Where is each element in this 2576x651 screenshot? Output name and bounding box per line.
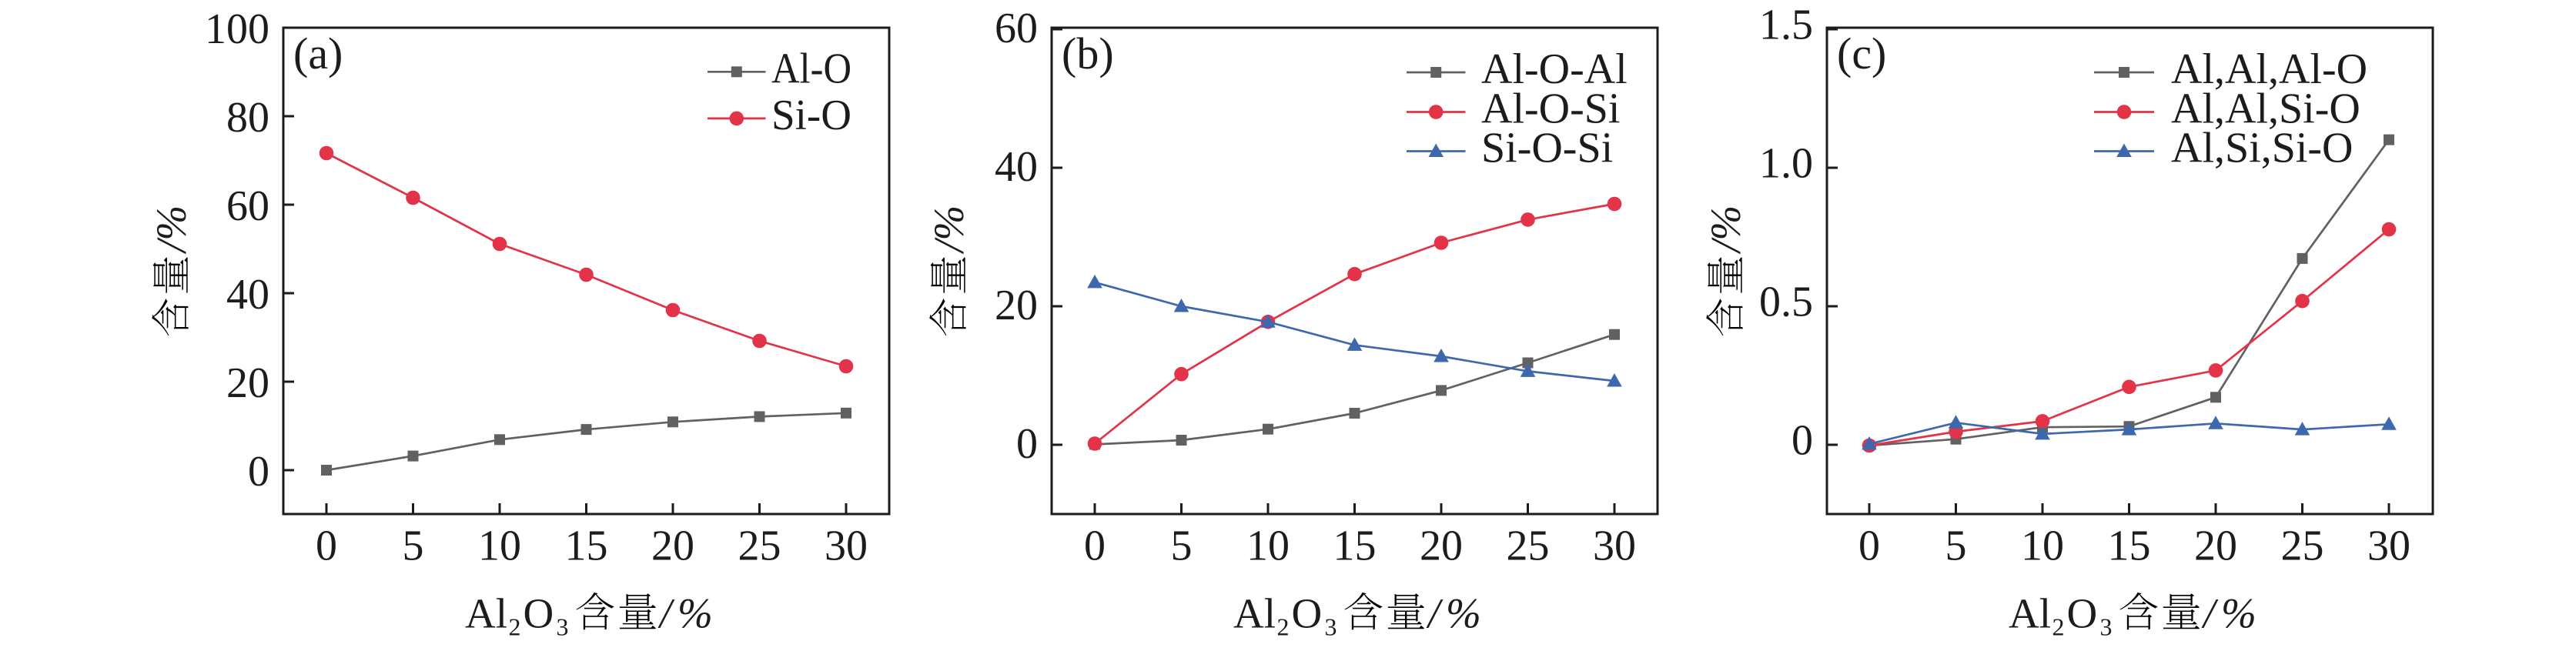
- svg-text:Al,Al,Si-O: Al,Al,Si-O: [2171, 85, 2360, 133]
- svg-text:30: 30: [2367, 522, 2410, 570]
- svg-text:3: 3: [557, 613, 569, 641]
- svg-text:1.0: 1.0: [1759, 140, 1813, 188]
- svg-text:2: 2: [1277, 613, 1290, 641]
- svg-text:%: %: [677, 590, 713, 637]
- svg-text:/: /: [1426, 590, 1444, 637]
- svg-text:/%: /%: [1702, 205, 1749, 255]
- svg-text:Al: Al: [1233, 590, 1276, 637]
- svg-text:15: 15: [565, 522, 608, 570]
- svg-text:20: 20: [2194, 522, 2237, 570]
- svg-text:3: 3: [2100, 613, 2113, 641]
- svg-text:2: 2: [2052, 613, 2065, 641]
- svg-text:Al-O: Al-O: [771, 45, 851, 92]
- svg-text:/%: /%: [148, 205, 195, 255]
- svg-text:(c): (c): [1837, 28, 1886, 78]
- svg-text:30: 30: [825, 522, 868, 570]
- svg-text:20: 20: [226, 359, 269, 407]
- svg-text:15: 15: [1333, 522, 1377, 570]
- svg-text:0.5: 0.5: [1759, 279, 1813, 326]
- svg-text:1.5: 1.5: [1759, 2, 1813, 49]
- svg-text:60: 60: [995, 5, 1038, 52]
- svg-text:2: 2: [509, 613, 521, 641]
- svg-text:/%: /%: [925, 205, 972, 255]
- svg-text:10: 10: [478, 522, 521, 570]
- svg-text:Si-O-Si: Si-O-Si: [1481, 125, 1613, 172]
- svg-text:25: 25: [2281, 522, 2324, 570]
- svg-text:3: 3: [1325, 613, 1337, 641]
- svg-text:25: 25: [1507, 522, 1550, 570]
- svg-text:/: /: [2201, 590, 2219, 637]
- svg-text:25: 25: [738, 522, 781, 570]
- svg-text:10: 10: [1246, 522, 1290, 570]
- svg-text:30: 30: [1593, 522, 1636, 570]
- svg-text:Si-O: Si-O: [771, 92, 851, 139]
- svg-text:15: 15: [2108, 522, 2151, 570]
- svg-text:%: %: [2221, 590, 2257, 637]
- svg-text:Al,Si,Si-O: Al,Si,Si-O: [2171, 125, 2354, 172]
- svg-text:20: 20: [1420, 522, 1463, 570]
- svg-text:O: O: [2067, 590, 2098, 637]
- svg-text:0: 0: [248, 448, 269, 496]
- svg-text:0: 0: [1084, 522, 1106, 570]
- svg-text:10: 10: [2021, 522, 2064, 570]
- svg-text:(a): (a): [293, 28, 343, 78]
- svg-text:0: 0: [1016, 420, 1038, 468]
- svg-text:/: /: [657, 590, 675, 637]
- svg-text:40: 40: [995, 143, 1038, 191]
- svg-text:20: 20: [995, 282, 1038, 329]
- svg-text:0: 0: [1791, 417, 1813, 465]
- svg-text:0: 0: [316, 522, 337, 570]
- svg-text:40: 40: [226, 271, 269, 319]
- svg-text:Al: Al: [465, 590, 507, 637]
- svg-text:Al-O-Si: Al-O-Si: [1481, 85, 1620, 133]
- svg-text:80: 80: [226, 94, 269, 142]
- svg-text:20: 20: [651, 522, 694, 570]
- svg-text:(b): (b): [1062, 28, 1114, 78]
- svg-text:O: O: [524, 590, 554, 637]
- svg-text:%: %: [1446, 590, 1481, 637]
- svg-text:Al: Al: [2009, 590, 2051, 637]
- svg-text:5: 5: [403, 522, 424, 570]
- svg-text:Al-O-Al: Al-O-Al: [1481, 45, 1628, 93]
- svg-text:100: 100: [205, 5, 269, 53]
- svg-text:Al,Al,Al-O: Al,Al,Al-O: [2171, 45, 2367, 93]
- svg-text:5: 5: [1171, 522, 1193, 570]
- svg-text:0: 0: [1858, 522, 1880, 570]
- svg-text:60: 60: [226, 182, 269, 230]
- svg-text:5: 5: [1945, 522, 1967, 570]
- svg-text:O: O: [1292, 590, 1323, 637]
